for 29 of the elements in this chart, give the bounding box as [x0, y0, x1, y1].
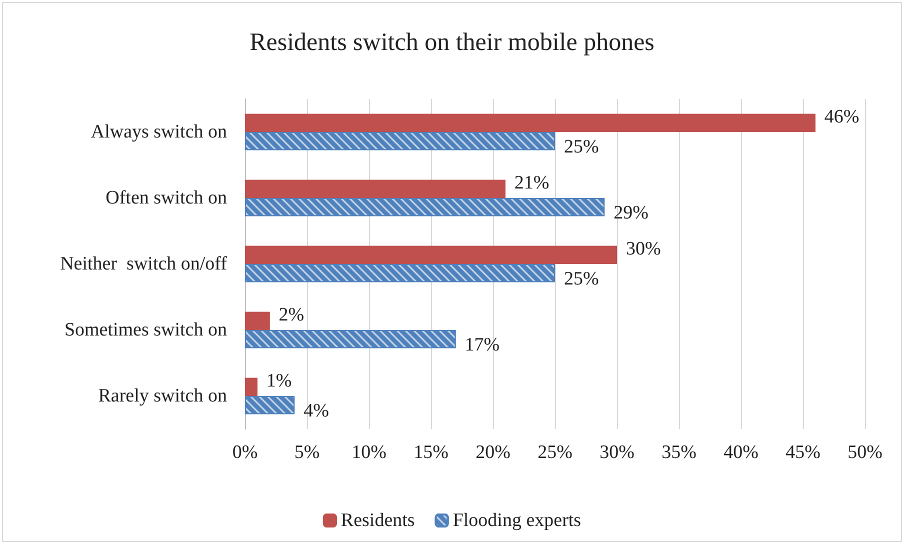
- y-tick-label: Sometimes switch on: [64, 320, 228, 340]
- x-tick-label: 40%: [724, 442, 759, 463]
- data-label: 21%: [514, 172, 550, 194]
- x-tick-label: 45%: [786, 442, 821, 463]
- data-label: 30%: [626, 238, 661, 260]
- y-tick-label: Always switch on: [90, 122, 228, 142]
- data-label: 29%: [614, 202, 649, 224]
- data-label: 25%: [564, 268, 599, 290]
- data-label: 25%: [564, 136, 599, 158]
- x-tick-label: 20%: [476, 442, 511, 463]
- x-tick-label: 10%: [352, 442, 387, 463]
- chart-title: Residents switch on their mobile phones: [250, 29, 654, 56]
- x-tick-label: 35%: [662, 442, 697, 463]
- y-tick-label: Rarely switch on: [98, 386, 228, 406]
- x-tick-label: 25%: [538, 442, 573, 463]
- legend-label: Flooding experts: [452, 510, 582, 531]
- y-tick-label: Often switch on: [106, 188, 228, 208]
- x-tick-label: 50%: [848, 442, 883, 463]
- y-tick-label: Neither switch on/off: [60, 254, 228, 274]
- x-tick-label: 30%: [600, 442, 635, 463]
- x-tick-label: 5%: [294, 442, 320, 463]
- data-label: 2%: [278, 304, 304, 326]
- data-label: 46%: [824, 106, 860, 128]
- x-tick-label: 15%: [414, 442, 449, 463]
- data-label: 4%: [304, 400, 330, 422]
- legend-label: Residents: [340, 510, 415, 531]
- data-label: 1%: [266, 370, 292, 392]
- x-tick-label: 0%: [232, 442, 258, 463]
- data-label: 17%: [464, 334, 500, 356]
